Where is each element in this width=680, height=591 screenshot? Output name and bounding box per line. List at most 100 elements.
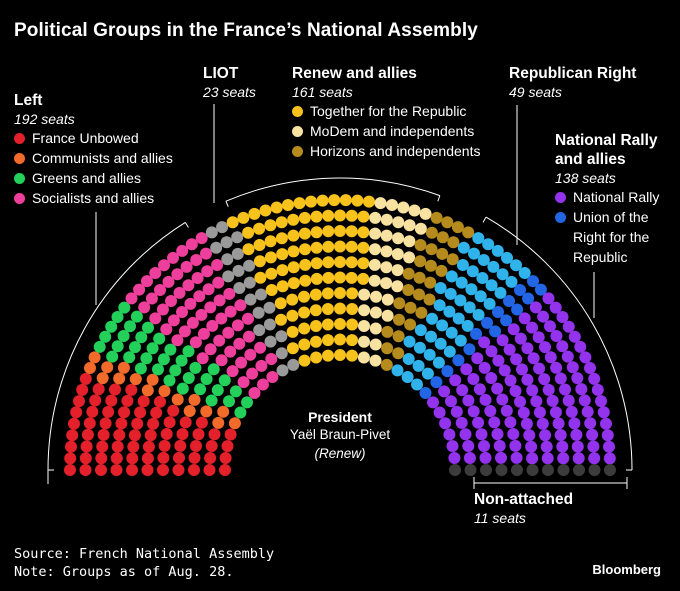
seat-dot (475, 428, 488, 441)
seat-dot (357, 272, 370, 285)
seat-dot (433, 299, 446, 312)
seat-dot (466, 265, 479, 278)
seat-dot (552, 417, 565, 430)
seat-dot (276, 264, 289, 277)
seat-dot (286, 309, 299, 322)
seat-dot (504, 416, 517, 429)
seat-dot (221, 253, 234, 266)
seat-dot (588, 372, 601, 385)
seat-dot (322, 225, 335, 238)
seat-dot (496, 393, 509, 406)
seat-dot (282, 199, 294, 211)
group-nonattached-label: Non-attached 11 seats (474, 490, 573, 527)
seat-dot (408, 204, 421, 217)
seat-dot (538, 373, 551, 386)
legend-dot (292, 106, 303, 117)
seat-dot (445, 395, 457, 408)
seat-dot (473, 383, 486, 396)
seat-dot (244, 293, 257, 306)
seat-dot (591, 383, 604, 396)
president-heading: President (308, 409, 372, 425)
seat-dot (511, 464, 523, 476)
seat-dot (83, 417, 96, 430)
legend-item: Together for the Republic (292, 101, 480, 121)
chart-title: Political Groups in the France’s Nationa… (14, 20, 478, 41)
seat-dot (322, 240, 335, 253)
seat-dot (233, 337, 246, 350)
seat-dot (492, 306, 504, 318)
seat-dot (562, 394, 575, 407)
seat-dot (174, 439, 187, 452)
seat-dot (523, 429, 536, 442)
seat-dot (495, 451, 507, 464)
seat-dot (570, 428, 583, 441)
seat-dot (167, 404, 180, 417)
seat-dot (494, 286, 507, 299)
seat-dot (232, 264, 245, 277)
seat-dot (243, 259, 256, 272)
seat-dot (448, 452, 461, 464)
seat-dot (492, 354, 505, 367)
seat-dot (171, 268, 184, 281)
seat-dot (128, 429, 141, 442)
seat-dot (88, 351, 101, 364)
seat-dot (140, 352, 153, 365)
seat-dot (455, 276, 468, 289)
seat-dot (498, 364, 511, 377)
seat-dot (386, 199, 398, 211)
seat-dot (89, 394, 102, 407)
seat-dot (286, 342, 299, 355)
seat-dot (328, 194, 341, 207)
seat-dot (183, 405, 196, 417)
seat-dot (467, 405, 480, 418)
seat-dot (436, 247, 449, 260)
seat-dot (571, 372, 584, 385)
seat-dot (403, 251, 416, 264)
seat-dot (189, 336, 202, 349)
seat-dot (176, 382, 189, 395)
seat-dot (248, 207, 261, 220)
seat-dot (142, 321, 154, 334)
seat-dot (219, 452, 232, 464)
seat-dot (425, 226, 438, 239)
left-bracket-tick (184, 222, 189, 228)
group-name: Left (14, 92, 43, 109)
seat-dot (164, 343, 177, 356)
seat-dot (468, 247, 480, 260)
seat-dot (419, 387, 432, 399)
seat-dot (215, 312, 228, 325)
seat-dot (391, 264, 404, 277)
seat-dot (219, 464, 231, 476)
seat-dot (157, 451, 170, 464)
seat-dot (581, 405, 594, 418)
seat-dot (149, 267, 162, 279)
seat-dot (334, 209, 346, 222)
seat-dot (79, 452, 92, 465)
seat-dot (182, 345, 195, 358)
seat-dot (434, 282, 447, 294)
seat-dot (526, 452, 539, 465)
seat-dot (179, 416, 192, 429)
seat-dot (402, 267, 415, 280)
seat-dot (180, 260, 193, 273)
seat-dot (346, 349, 358, 362)
seat-dot (510, 259, 522, 272)
seat-dot (575, 383, 588, 396)
seat-dot (310, 210, 323, 223)
seat-dot (64, 464, 76, 476)
seat-dot (190, 254, 203, 266)
seat-dot (358, 288, 371, 301)
seat-dot (137, 395, 150, 408)
seat-dot (419, 207, 432, 220)
president-name: Yaël Braun-Pivet (289, 427, 391, 442)
seat-dot (73, 395, 85, 408)
seat-dot (480, 464, 492, 476)
renew-bracket-tick (225, 201, 229, 207)
seat-dot (574, 340, 587, 353)
seat-dot (231, 247, 244, 260)
seat-dot (160, 428, 173, 440)
seat-dot (556, 340, 569, 353)
seat-dot (472, 308, 485, 321)
seat-dot (220, 236, 233, 249)
seat-dot (549, 406, 562, 419)
